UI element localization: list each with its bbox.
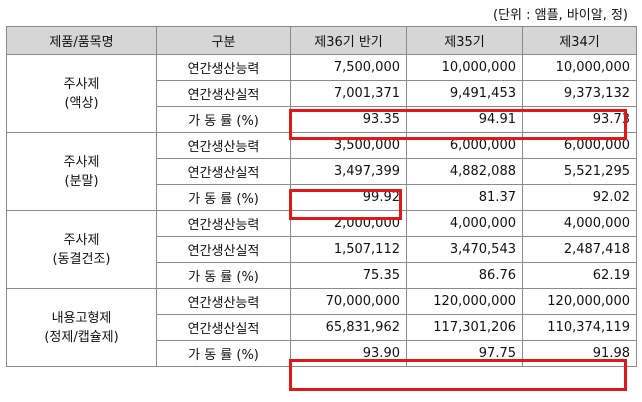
row-label: 가 동 률 (%): [156, 340, 291, 367]
table-row: 주사제 (액상) 연간생산능력 7,500,000 10,000,000 10,…: [6, 54, 637, 133]
row-label: 가 동 률 (%): [156, 184, 291, 211]
header-period-36-half: 제36기 반기: [290, 26, 407, 55]
product-cell: 주사제 (동결건조): [6, 210, 157, 289]
value-cell: 3,497,399: [290, 158, 407, 185]
row-label: 연간생산실적: [156, 80, 291, 107]
product-cell: 내용고형제 (정제/캡슐제): [6, 288, 157, 367]
table-header-row: 제품/품목명 구분 제36기 반기 제35기 제34기: [6, 26, 637, 55]
table-row: 연간생산실적 3,497,399 4,882,088 5,521,295: [7, 158, 637, 185]
value-cell: 93.35: [290, 106, 407, 133]
table-row: 주사제 (분말) 연간생산능력 3,500,000 6,000,000 6,00…: [6, 132, 637, 211]
product-name: 주사제: [63, 232, 100, 248]
header-period-34: 제34기: [522, 26, 637, 55]
value-cell: 10,000,000: [522, 54, 637, 81]
table-row: 가 동 률 (%) 75.35 86.76 62.19: [7, 262, 637, 289]
value-cell: 6,000,000: [406, 132, 523, 159]
table-row: 내용고형제 (정제/캡슐제) 연간생산능력 70,000,000 120,000…: [6, 288, 637, 367]
row-label: 연간생산능력: [156, 288, 291, 315]
value-cell: 1,507,112: [290, 236, 407, 263]
product-type: (정제/캡슐제): [44, 329, 119, 345]
product-name: 주사제: [63, 154, 100, 170]
value-cell: 62.19: [522, 262, 637, 289]
value-cell: 91.98: [522, 340, 637, 367]
table-row: 연간생산실적 7,001,371 9,491,453 9,373,132: [7, 80, 637, 107]
row-label: 연간생산능력: [156, 210, 291, 237]
value-cell: 75.35: [290, 262, 407, 289]
table-row: 연간생산실적 65,831,962 117,301,206 110,374,11…: [7, 314, 637, 341]
product-type: (동결건조): [52, 251, 111, 267]
table-row: 연간생산실적 1,507,112 3,470,543 2,487,418: [7, 236, 637, 263]
value-cell: 93.73: [522, 106, 637, 133]
value-cell: 3,500,000: [290, 132, 407, 159]
row-label: 연간생산실적: [156, 158, 291, 185]
product-name: 주사제: [63, 76, 100, 92]
value-cell: 117,301,206: [406, 314, 523, 341]
product-type: (분말): [64, 173, 99, 189]
value-cell: 9,491,453: [406, 80, 523, 107]
value-cell: 2,487,418: [522, 236, 637, 263]
row-label: 가 동 률 (%): [156, 262, 291, 289]
value-cell: 7,500,000: [290, 54, 407, 81]
value-cell: 4,882,088: [406, 158, 523, 185]
header-product: 제품/품목명: [6, 26, 157, 55]
value-cell: 94.91: [406, 106, 523, 133]
product-type: (액상): [64, 95, 99, 111]
value-cell: 6,000,000: [522, 132, 637, 159]
value-cell: 97.75: [406, 340, 523, 367]
value-cell: 110,374,119: [522, 314, 637, 341]
value-cell: 120,000,000: [406, 288, 523, 315]
value-cell: 93.90: [290, 340, 407, 367]
value-cell: 3,470,543: [406, 236, 523, 263]
row-label: 연간생산능력: [156, 132, 291, 159]
value-cell: 92.02: [522, 184, 637, 211]
value-cell: 10,000,000: [406, 54, 523, 81]
table-row: 주사제 (동결건조) 연간생산능력 2,000,000 4,000,000 4,…: [6, 210, 637, 289]
value-cell: 65,831,962: [290, 314, 407, 341]
value-cell: 120,000,000: [522, 288, 637, 315]
header-period-35: 제35기: [406, 26, 523, 55]
value-cell: 70,000,000: [290, 288, 407, 315]
value-cell: 9,373,132: [522, 80, 637, 107]
row-label: 연간생산실적: [156, 236, 291, 263]
product-cell: 주사제 (액상): [6, 54, 157, 133]
value-cell: 81.37: [406, 184, 523, 211]
value-cell: 7,001,371: [290, 80, 407, 107]
unit-note: (단위 : 앰플, 바이알, 정): [493, 8, 628, 23]
row-label: 연간생산실적: [156, 314, 291, 341]
product-name: 내용고형제: [51, 310, 112, 326]
value-cell: 86.76: [406, 262, 523, 289]
production-capacity-table: 제품/품목명 구분 제36기 반기 제35기 제34기 주사제 (액상) 연간생…: [6, 26, 637, 367]
value-cell: 2,000,000: [290, 210, 407, 237]
row-label: 가 동 률 (%): [156, 106, 291, 133]
header-category: 구분: [156, 26, 291, 55]
value-cell: 99.92: [290, 184, 407, 211]
table-row: 가 동 률 (%) 99.92 81.37 92.02: [7, 184, 637, 211]
product-cell: 주사제 (분말): [6, 132, 157, 211]
table-row: 가 동 률 (%) 93.90 97.75 91.98: [7, 340, 637, 367]
value-cell: 4,000,000: [406, 210, 523, 237]
value-cell: 4,000,000: [522, 210, 637, 237]
value-cell: 5,521,295: [522, 158, 637, 185]
row-label: 연간생산능력: [156, 54, 291, 81]
